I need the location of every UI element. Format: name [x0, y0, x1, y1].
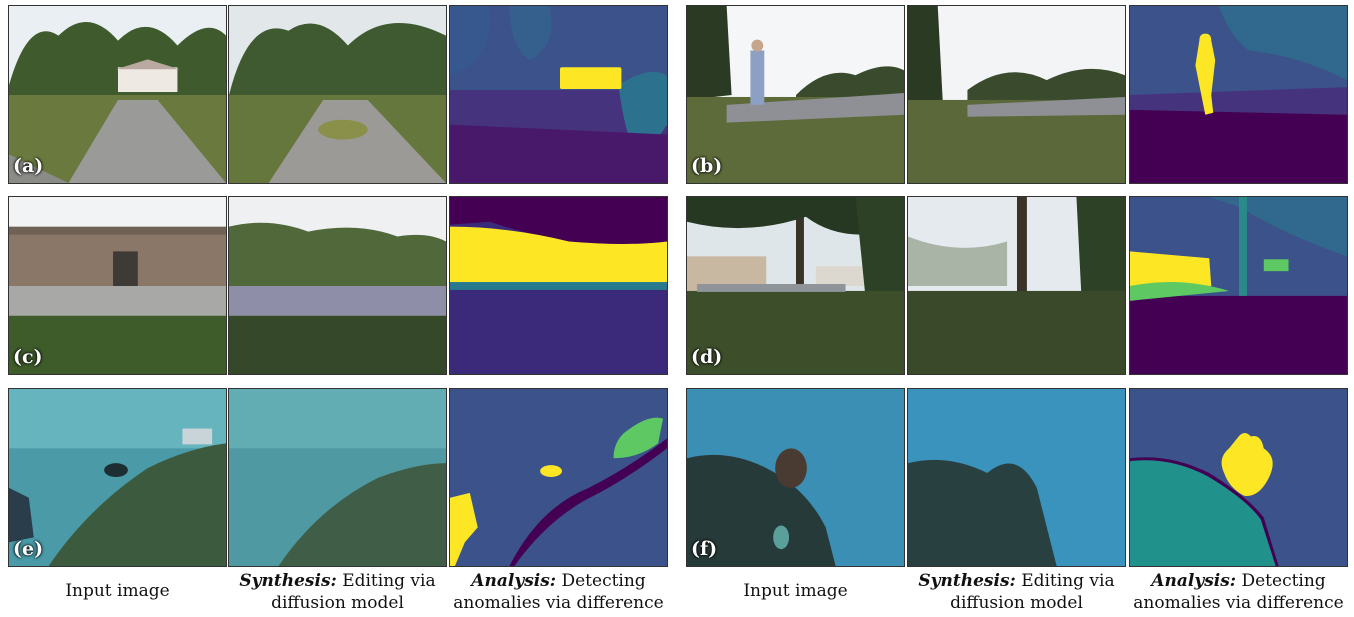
caption-analysis-right: Analysis: Detecting anomalies via differ… [1129, 570, 1348, 614]
caption-synthesis-left: Synthesis: Editing via diffusion model [228, 570, 447, 614]
caption-analysis-left: Analysis: Detecting anomalies via differ… [449, 570, 668, 614]
caption-synthesis-bold: Synthesis: [239, 571, 337, 591]
panel-c-analysis [449, 196, 668, 375]
caption-analysis-text: Detecting anomalies via difference [453, 571, 664, 613]
caption-input-right: Input image [743, 581, 848, 601]
panel-e-input: (e) [8, 388, 227, 567]
panel-e-analysis [449, 388, 668, 567]
caption-synthesis-text: Editing via diffusion model [271, 571, 436, 613]
panel-a-analysis [449, 5, 668, 184]
panel-b-analysis [1129, 5, 1348, 184]
panel-c-input: (c) [8, 196, 227, 375]
panel-label-d: (d) [691, 346, 723, 368]
panel-f-input: (f) [686, 388, 905, 567]
caption-input-left: Input image [65, 581, 170, 601]
panel-label-a: (a) [13, 155, 44, 177]
panel-d-input: (d) [686, 196, 905, 375]
panel-a-synthesis [228, 5, 447, 184]
panel-d-synthesis [907, 196, 1126, 375]
panel-c-synthesis [228, 196, 447, 375]
caption-synthesis-text: Editing via diffusion model [950, 571, 1115, 613]
panel-label-c: (c) [13, 346, 43, 368]
panel-label-b: (b) [691, 155, 723, 177]
panel-f-analysis [1129, 388, 1348, 567]
panel-d-analysis [1129, 196, 1348, 375]
panel-b-input: (b) [686, 5, 905, 184]
panel-f-synthesis [907, 388, 1126, 567]
caption-analysis-text: Detecting anomalies via difference [1133, 571, 1344, 613]
caption-synthesis-right: Synthesis: Editing via diffusion model [907, 570, 1126, 614]
caption-analysis-bold: Analysis: [471, 571, 557, 591]
panel-b-synthesis [907, 5, 1126, 184]
panel-e-synthesis [228, 388, 447, 567]
caption-analysis-bold: Analysis: [1151, 571, 1237, 591]
panel-label-e: (e) [13, 538, 44, 560]
panel-label-f: (f) [691, 538, 718, 560]
caption-synthesis-bold: Synthesis: [918, 571, 1016, 591]
panel-a-input: (a) [8, 5, 227, 184]
